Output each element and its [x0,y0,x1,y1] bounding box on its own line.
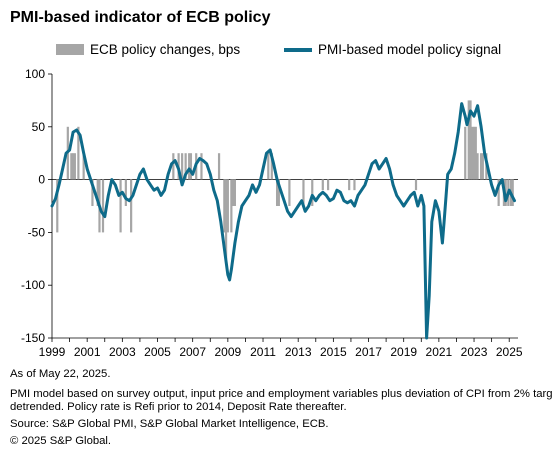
policy-change-bar [232,179,235,206]
policy-change-bar [224,179,228,259]
policy-change-bar [497,179,500,206]
chart-title: PMI-based indicator of ECB policy [10,9,271,26]
policy-change-bar [467,100,470,180]
policy-change-bar [82,153,85,180]
policy-change-bar [119,179,122,233]
policy-change-bar [474,126,477,180]
policy-change-bar [321,179,324,191]
policy-change-bar [326,179,330,191]
policy-change-bar [511,179,514,206]
x-tick-label: 2015 [320,345,347,359]
policy-change-bar [56,179,59,233]
pmi-signal-line [50,102,516,340]
policy-change-bar [70,153,73,180]
y-tick-label: -150 [21,331,45,345]
x-tick-label: 2003 [109,345,136,359]
policy-change-bar [101,179,105,233]
x-tick-label: 2023 [461,345,488,359]
legend-label-line: PMI-based model policy signal [318,42,502,57]
policy-change-bar [73,153,76,180]
x-tick-label: 2005 [144,345,171,359]
legend-swatch-bars [56,44,84,55]
policy-change-bar [184,153,187,180]
policy-change-bar [189,153,193,180]
policy-change-bar [277,179,280,206]
policy-change-bar [270,153,273,180]
policy-change-bar [233,179,236,206]
policy-change-bar [464,126,467,180]
policy-change-bar [77,126,80,180]
footer-source: Source: S&P Global PMI, S&P Global Marke… [10,418,329,430]
policy-change-bar [226,179,229,233]
policy-change-bar [481,153,484,180]
x-tick-label: 2013 [285,345,312,359]
x-tick-label: 2017 [355,345,382,359]
legend-label-bars: ECB policy changes, bps [90,42,241,57]
policy-change-bar [217,153,221,180]
y-tick-label: -50 [28,225,46,239]
legend-swatch-line [284,47,312,52]
x-tick-label: 2019 [390,345,417,359]
x-tick-label: 2025 [496,345,523,359]
policy-change-bar [353,179,356,191]
policy-change-bar [72,153,75,180]
footer-asof: As of May 22, 2025. [10,368,111,380]
policy-change-bar [96,179,99,206]
legend-item-bars: ECB policy changes, bps [56,42,240,57]
policy-change-bar [275,179,279,206]
x-tick-label: 2011 [250,345,276,359]
policy-change-bar [288,179,291,206]
policy-change-bar [200,153,203,180]
y-tick-label: -100 [21,278,45,292]
x-tick-label: 2009 [214,345,241,359]
policy-change-bar [348,179,351,191]
policy-change-bar [476,153,479,180]
legend-item-line: PMI-based model policy signal [284,42,501,57]
policy-change-bar [230,179,233,233]
policy-change-bar [302,179,305,206]
policy-change-bar [469,100,472,180]
y-tick-label: 50 [32,120,46,134]
policy-change-bar [124,179,127,206]
policy-change-bar [181,153,184,180]
policy-change-bar [188,153,191,180]
policy-change-bar [471,126,474,180]
x-tick-label: 2001 [74,345,101,359]
policy-change-bar [479,153,483,180]
footer-note-2: detrended. Policy rate is Refi prior to … [10,401,347,413]
y-tick-label: 0 [38,173,45,187]
policy-change-bar [130,179,133,233]
y-tick-label: 100 [25,67,45,81]
policy-change-bar [414,179,418,191]
policy-change-bar [91,179,94,206]
policy-change-bar [311,179,314,206]
footer-copyright: © 2025 S&P Global. [10,435,112,447]
policy-change-bar [267,153,270,180]
x-tick-label: 2021 [426,345,453,359]
x-tick-label: 1999 [39,345,66,359]
x-tick-label: 2007 [179,345,206,359]
policy-change-bar [472,126,476,180]
footer-note-1: PMI model based on survey output, input … [10,388,553,400]
policy-change-bar [172,153,175,180]
